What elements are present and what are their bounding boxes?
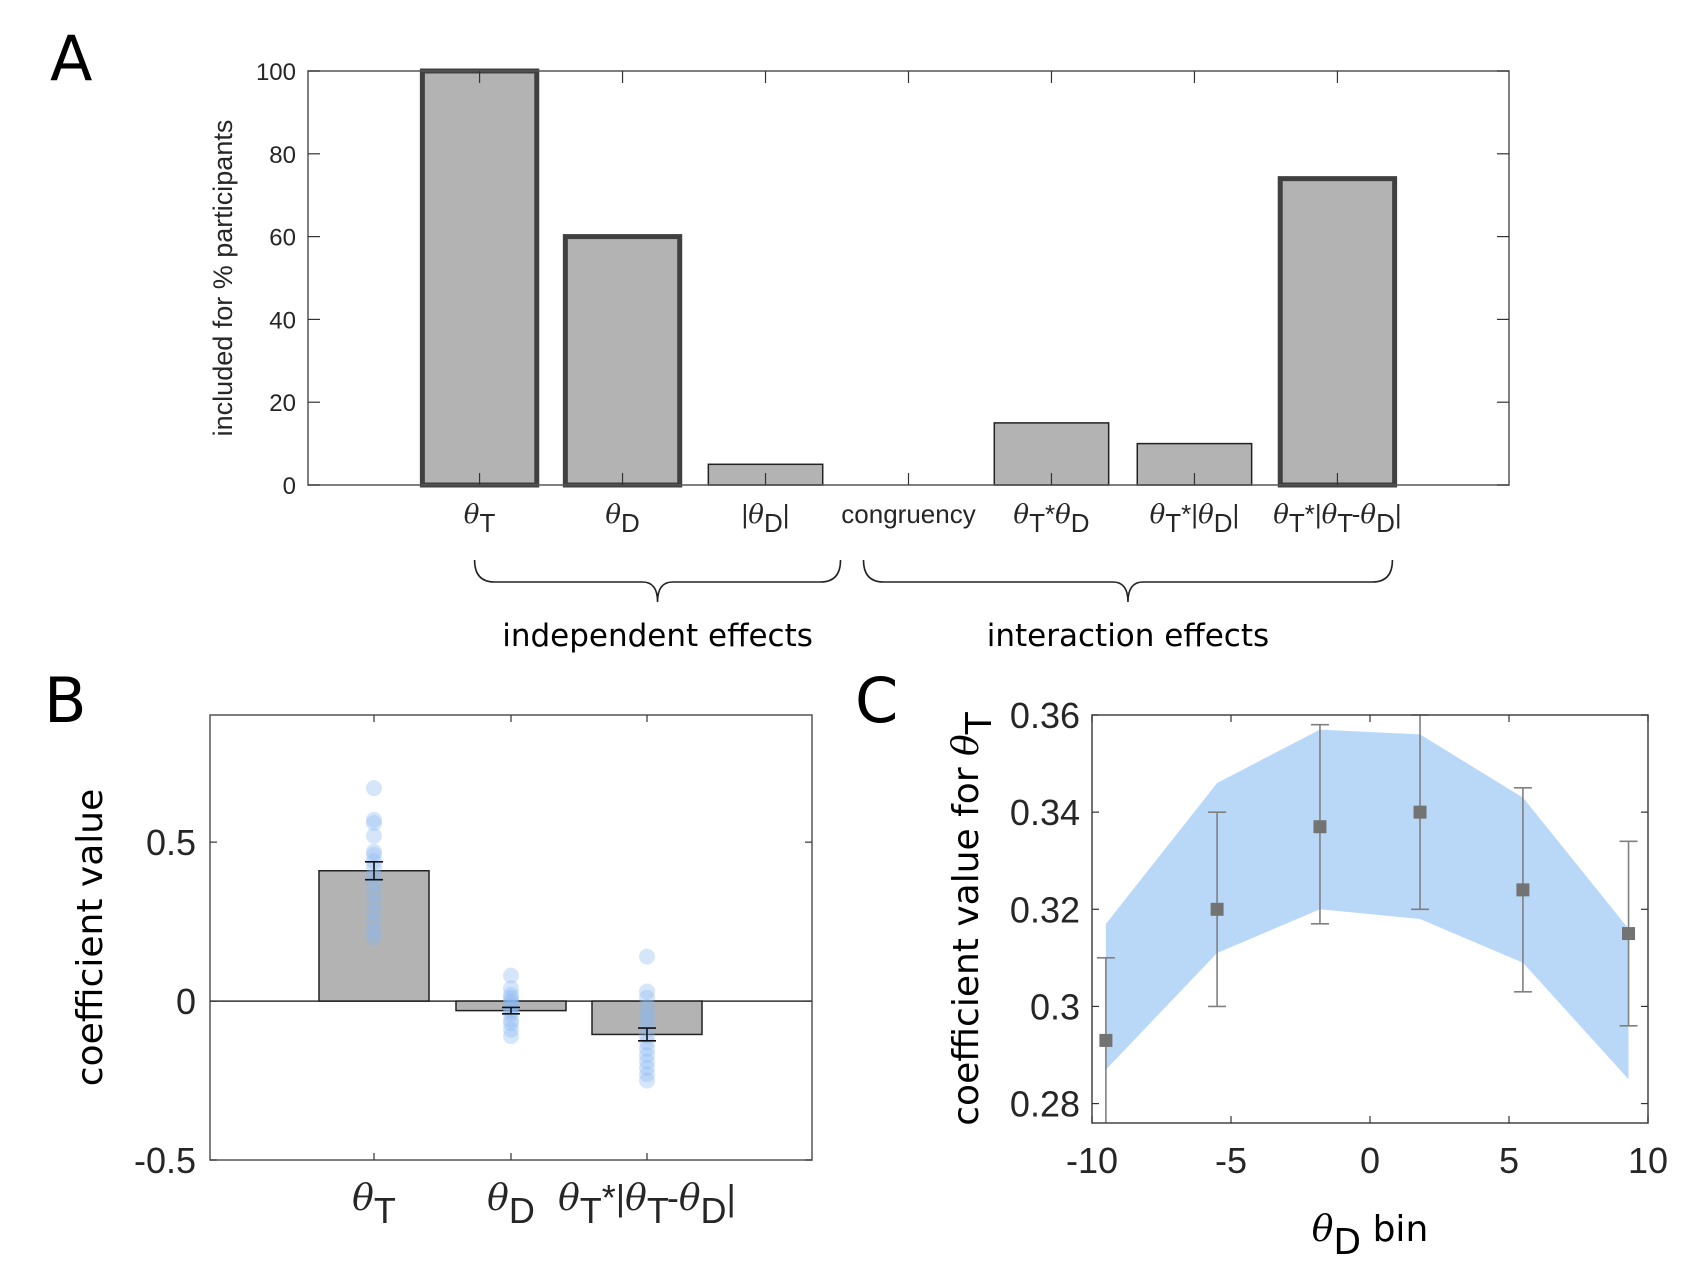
panel-b-participant-point (639, 1012, 655, 1029)
panel-a-ytick-label: 0 (283, 473, 296, 500)
panel-a-bar (1277, 176, 1398, 488)
panel-b-participant-point (639, 948, 655, 965)
panel-b-participant-point (503, 1012, 519, 1029)
panel-a-ytick-label: 20 (269, 390, 296, 417)
panel-b-participant-point (503, 993, 519, 1010)
panel-b-participant-point (366, 811, 382, 828)
panel-b-participant-point (639, 1040, 655, 1057)
panel-b-ytick-label: 0 (176, 981, 196, 1022)
panel-c-xtick-label: -10 (1066, 1140, 1118, 1181)
group-brace (473, 559, 842, 603)
panel-c-xtick-label: 10 (1628, 1140, 1668, 1181)
panel-b-participant-point (366, 894, 382, 911)
panel-a-xtick-label: θT (464, 500, 496, 538)
panel-b-participant-point (503, 1015, 519, 1032)
panel-b-participant-point (639, 1047, 655, 1064)
panel-b-participant-point (503, 989, 519, 1006)
panel-c-xtick-label: -5 (1215, 1140, 1247, 1181)
panel-b-participant-point (366, 815, 382, 832)
panel-b-participant-point (366, 913, 382, 930)
group-label: independent effects (502, 618, 813, 654)
panel-c-xtick-label: 0 (1360, 1140, 1380, 1181)
panel-b-participant-point (639, 1005, 655, 1022)
panel-c-marker (1099, 1033, 1113, 1047)
panel-c-marker (1516, 883, 1530, 897)
panel-a-xtick-label: |θD| (742, 499, 790, 538)
panel-c-ytick-label: 0.3 (1030, 986, 1080, 1027)
panel-b-ytick-label: -0.5 (134, 1140, 196, 1181)
panel-b-participant-point (503, 1021, 519, 1038)
panel-c-marker (1313, 820, 1327, 834)
panel-a-xtick-label: θT*|θD| (1150, 499, 1240, 538)
panel-b-participant-point (639, 983, 655, 1000)
panel-b-participant-point (366, 923, 382, 940)
panel-c-ylabel: coefficient value for θT (946, 711, 1000, 1126)
panel-b-ylabel: coefficient value (70, 789, 111, 1086)
panel-c-ytick-label: 0.28 (1010, 1084, 1080, 1125)
panel-c-xtick-label: 5 (1499, 1140, 1519, 1181)
panel-letter-b: B (44, 664, 87, 737)
panel-a-bar (562, 234, 683, 488)
panel-a-bar (419, 68, 540, 488)
panel-b-ytick-label: 0.5 (146, 822, 196, 863)
panel-b-xtick-label: θT*|θT-θD| (558, 1177, 736, 1231)
panel-c-marker (1622, 927, 1636, 941)
panel-b-participant-point (639, 989, 655, 1006)
panel-c-xlabel: θD bin (1312, 1209, 1429, 1263)
panel-a-xtick-label: θD (605, 500, 639, 538)
panel-b-participant-point (503, 986, 519, 1003)
panel-a-ytick-label: 80 (269, 142, 296, 169)
panel-b-participant-point (366, 904, 382, 921)
panel-b-participant-point (366, 827, 382, 844)
panel-a-ytick-label: 40 (269, 307, 296, 334)
panel-b-participant-point (503, 980, 519, 997)
panel-b-participant-point (639, 1072, 655, 1089)
panel-b-chart: -0.5 0 0.5 θT θD θT*|θT-θD| coefficient value (70, 714, 813, 1231)
panel-b-participant-point (366, 846, 382, 863)
panel-b-participant-point (366, 843, 382, 860)
panel-a-xtick-label: congruency (841, 499, 975, 529)
panel-c-marker (1413, 805, 1427, 819)
panel-c-chart: 0.28 0.3 0.32 0.34 0.36 -10 -5 0 5 10 θD bin coeffi… (946, 695, 1668, 1263)
panel-a-xtick-label: θT*θD (1013, 499, 1089, 538)
panel-letter-c: C (855, 664, 898, 737)
panel-c-ytick-label: 0.34 (1010, 792, 1080, 833)
group-label: interaction effects (987, 618, 1269, 654)
panel-a-ytick-label: 60 (269, 225, 296, 252)
panel-letter-a: A (50, 22, 92, 95)
panel-a-chart: 0 20 40 60 80 100 θT θD |θD| congruency θT*θD θT*|θ… (208, 59, 1510, 654)
panel-b-participant-point (639, 1034, 655, 1051)
panel-b-participant-point (503, 1028, 519, 1045)
panel-b-xtick-label: θT (352, 1178, 396, 1231)
panel-a-ytick-label: 100 (256, 59, 296, 86)
panel-a-ylabel: included for % participants (208, 120, 238, 437)
panel-c-marker (1210, 902, 1224, 916)
panel-b-participant-point (366, 780, 382, 797)
panel-b-participant-point (639, 1018, 655, 1035)
group-brace (862, 559, 1394, 603)
panel-a-xtick-label: θT*|θT-θD| (1273, 499, 1401, 538)
panel-b-participant-point (639, 1059, 655, 1076)
panel-c-ytick-label: 0.36 (1010, 695, 1080, 736)
panel-c-ytick-label: 0.32 (1010, 889, 1080, 930)
panel-b-participant-point (503, 996, 519, 1013)
panel-c-band (1105, 729, 1629, 1080)
panel-b-participant-point (639, 1066, 655, 1083)
panel-b-participant-point (366, 885, 382, 901)
panel-b-participant-point (366, 929, 382, 946)
panel-b-participant-point (639, 999, 655, 1016)
panel-b-participant-point (639, 1053, 655, 1070)
panel-b-xtick-label: θD (487, 1178, 535, 1231)
panel-b-plot-area (210, 715, 812, 1160)
panel-b-participant-point (503, 967, 519, 984)
